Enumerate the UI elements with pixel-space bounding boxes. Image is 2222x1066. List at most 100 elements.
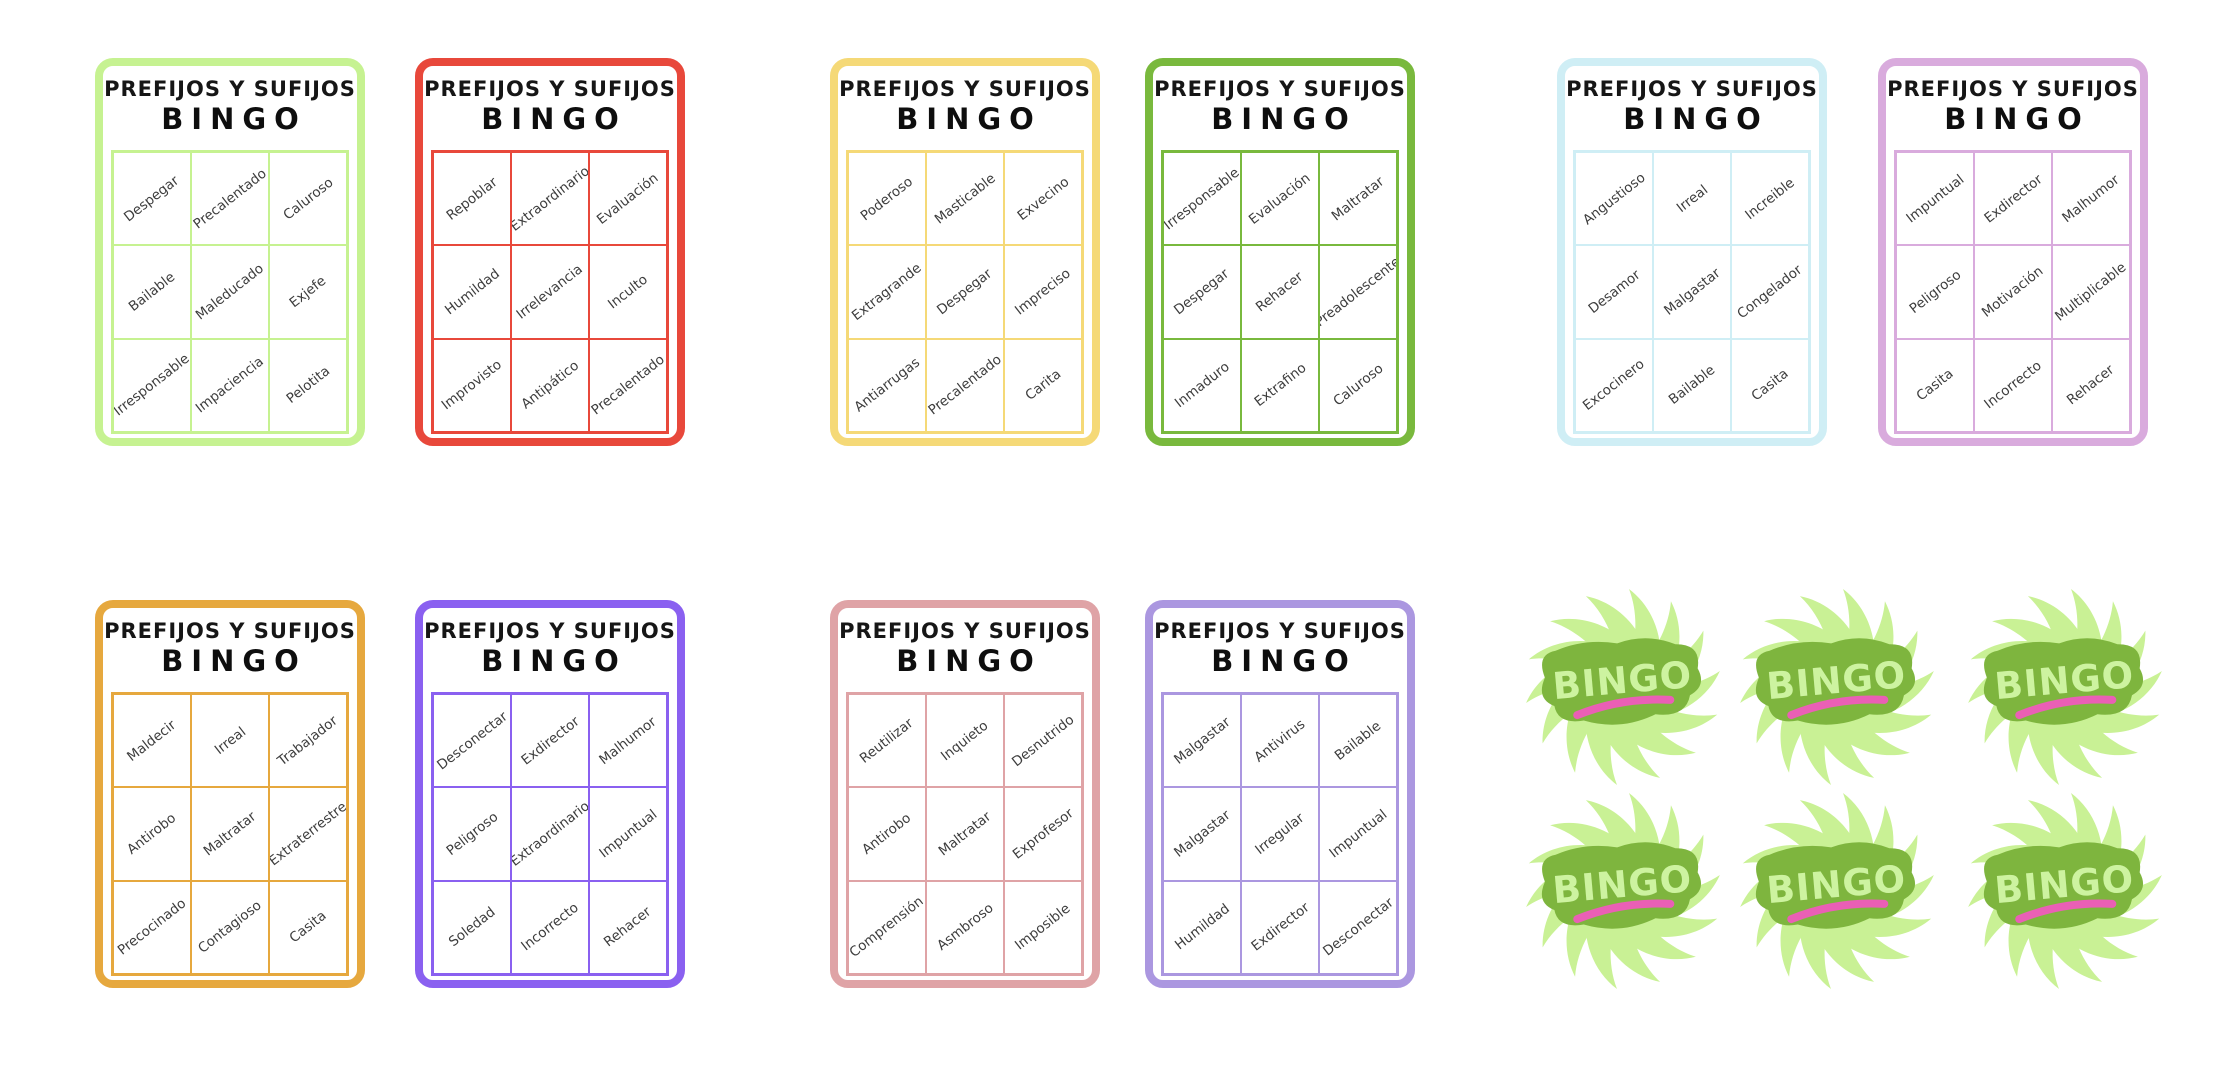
bingo-cell: Antirobo: [848, 787, 926, 881]
word-grid: Impuntual Exdirector Malhumor Peligroso Moti…: [1894, 150, 2132, 434]
bingo-word: Impreciso: [1012, 265, 1074, 319]
bingo-cell: Despegar: [926, 245, 1004, 339]
bingo-cell: Extrafino: [1241, 338, 1319, 432]
word-grid: Repoblar Extraordinario Evaluación Humildad…: [431, 150, 669, 434]
bingo-word: Maltratar: [1328, 173, 1388, 225]
bingo-cell: Extragrande: [848, 245, 926, 339]
bingo-badge: BINGO: [1968, 793, 2162, 989]
card-subtitle: BINGO: [481, 644, 627, 678]
bingo-card-red: PREFIJOS Y SUFIJOS BINGO Repoblar Extraor…: [415, 58, 685, 446]
bingo-cell: Humildad: [1163, 880, 1241, 974]
bingo-cell: Evaluación: [1241, 152, 1319, 246]
bingo-word: Masticable: [931, 170, 999, 228]
bingo-card-lime: PREFIJOS Y SUFIJOS BINGO Despegar Precale…: [95, 58, 365, 446]
bingo-word: Carita: [1022, 366, 1064, 405]
word-grid: Angustioso Irreal Increible Desamor Malgasta…: [1573, 150, 1811, 434]
bingo-card-rose: PREFIJOS Y SUFIJOS BINGO Reutilizar Inqui…: [830, 600, 1100, 988]
bingo-cell: Malgastar: [1653, 245, 1731, 339]
bingo-word: Irreal: [211, 723, 249, 758]
bingo-cell: Extraordinario: [511, 152, 589, 246]
bingo-cell: Inquieto: [926, 694, 1004, 788]
bingo-badge: BINGO: [1526, 589, 1720, 785]
card-subtitle: BINGO: [1944, 102, 2090, 136]
bingo-word: Caluroso: [1329, 360, 1387, 410]
card-title: PREFIJOS Y SUFIJOS: [839, 619, 1091, 643]
bingo-cell: Incorrecto: [1974, 338, 2052, 432]
word-grid: Despegar Precalentado Caluroso Bailable Male…: [111, 150, 349, 434]
bingo-word: Poderoso: [857, 173, 917, 224]
bingo-cell: Improvisto: [433, 338, 511, 432]
bingo-cell: Antivirus: [1241, 694, 1319, 788]
bingo-cell: Motivación: [1974, 245, 2052, 339]
card-subtitle: BINGO: [1211, 102, 1357, 136]
bingo-cell: Maltratar: [191, 787, 269, 881]
card-title: PREFIJOS Y SUFIJOS: [1154, 619, 1406, 643]
bingo-cell: Peligroso: [433, 787, 511, 881]
bingo-cell: Trabajador: [269, 694, 347, 788]
card-subtitle: BINGO: [161, 102, 307, 136]
bingo-cell: Desamor: [1575, 245, 1653, 339]
bingo-word: Soledad: [445, 904, 499, 951]
bingo-cell: Desconectar: [1319, 880, 1397, 974]
bingo-word: Despegar: [1171, 265, 1233, 319]
bingo-cell: Desnutrido: [1004, 694, 1082, 788]
bingo-cell: Humildad: [433, 245, 511, 339]
bingo-cell: Rehacer: [2052, 338, 2130, 432]
bingo-word: Bailable: [1665, 362, 1719, 409]
bingo-cell: Precalentado: [191, 152, 269, 246]
card-title: PREFIJOS Y SUFIJOS: [104, 619, 356, 643]
bingo-cell: Soledad: [433, 880, 511, 974]
bingo-word: Impuntual: [596, 806, 660, 862]
badge-underline-swoosh: [1573, 899, 1675, 924]
bingo-word: Caluroso: [279, 174, 337, 224]
bingo-word: Inquieto: [938, 717, 992, 764]
word-grid: Poderoso Masticable Exvecino Extragrande Des…: [846, 150, 1084, 434]
bingo-word: Extragrande: [849, 259, 925, 324]
bingo-cell: Rehacer: [589, 880, 667, 974]
card-title: PREFIJOS Y SUFIJOS: [1566, 77, 1818, 101]
bingo-cell: Impuntual: [1896, 152, 1974, 246]
bingo-cell: Reutilizar: [848, 694, 926, 788]
bingo-word: Impaciencia: [192, 353, 268, 417]
bingo-word: Despegar: [121, 172, 183, 225]
bingo-cell: Casita: [1731, 338, 1809, 432]
bingo-word: Impuntual: [1903, 171, 1967, 227]
bingo-word: Peligroso: [443, 808, 501, 860]
bingo-cell: Maltratar: [1319, 152, 1397, 246]
badge-underline-swoosh: [2015, 899, 2117, 924]
bingo-word: Improvisto: [438, 356, 506, 414]
bingo-cell: Maldecir: [113, 694, 191, 788]
card-title: PREFIJOS Y SUFIJOS: [424, 619, 676, 643]
bingo-cell: Evaluación: [589, 152, 667, 246]
word-grid: Maldecir Irreal Trabajador Antirobo Maltrata…: [111, 692, 349, 976]
bingo-word: Precocinado: [114, 895, 190, 959]
bingo-word: Maldecir: [124, 716, 180, 765]
card-subtitle: BINGO: [896, 644, 1042, 678]
bingo-cell: Antirobo: [113, 787, 191, 881]
bingo-badge: BINGO: [1740, 793, 1934, 989]
badge-underline-swoosh: [1573, 695, 1675, 720]
bingo-cell: Caluroso: [1319, 338, 1397, 432]
bingo-cell: Comprensión: [848, 880, 926, 974]
bingo-word: Desnutrido: [1008, 711, 1078, 770]
bingo-word: Irresponsable: [1163, 164, 1241, 234]
bingo-word: Exdirector: [1980, 171, 2046, 227]
bingo-cell: Pelotita: [269, 338, 347, 432]
bingo-cell: Desconectar: [433, 694, 511, 788]
bingo-cell: Irregular: [1241, 787, 1319, 881]
bingo-word: Desconectar: [1319, 894, 1397, 960]
bingo-word: Desconectar: [433, 708, 511, 774]
bingo-word: Antiarrugas: [851, 354, 923, 416]
bingo-word: Maltratar: [935, 808, 995, 860]
bingo-cell: Exdirector: [1974, 152, 2052, 246]
bingo-word: Extraterrestre: [269, 798, 347, 870]
bingo-cell: Impuntual: [1319, 787, 1397, 881]
bingo-cell: Extraterrestre: [269, 787, 347, 881]
bingo-badge-label-group: BINGO: [1983, 638, 2144, 725]
bingo-word: Contagioso: [195, 897, 265, 957]
card-title: PREFIJOS Y SUFIJOS: [104, 77, 356, 101]
bingo-cell: Precalentado: [926, 338, 1004, 432]
bingo-cell: Casita: [1896, 338, 1974, 432]
bingo-cell: Malhumor: [2052, 152, 2130, 246]
